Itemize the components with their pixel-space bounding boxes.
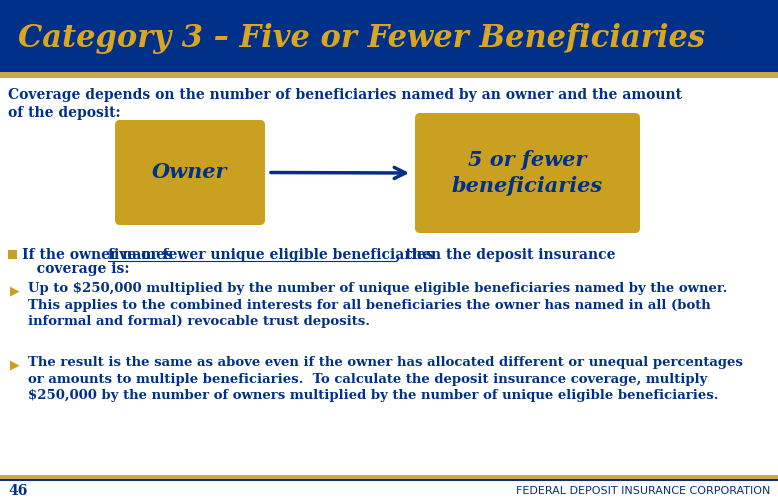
Text: Up to $250,000 multiplied by the number of unique eligible beneficiaries named b: Up to $250,000 multiplied by the number …: [28, 282, 727, 328]
FancyBboxPatch shape: [115, 120, 265, 225]
Text: ▶: ▶: [10, 358, 19, 371]
Text: , then the deposit insurance: , then the deposit insurance: [396, 248, 615, 262]
Bar: [0, 72, 778, 78]
Text: If the owner names: If the owner names: [22, 248, 177, 262]
FancyBboxPatch shape: [415, 113, 640, 233]
Text: Owner: Owner: [152, 162, 228, 182]
Text: 5 or fewer
beneficiaries: 5 or fewer beneficiaries: [452, 150, 603, 196]
Text: coverage is:: coverage is:: [22, 262, 129, 276]
Text: FEDERAL DEPOSIT INSURANCE CORPORATION: FEDERAL DEPOSIT INSURANCE CORPORATION: [516, 486, 770, 496]
Bar: [0, 475, 778, 479]
Text: The result is the same as above even if the owner has allocated different or une: The result is the same as above even if …: [28, 356, 743, 402]
Text: Coverage depends on the number of beneficiaries named by an owner and the amount: Coverage depends on the number of benefi…: [8, 88, 682, 120]
Text: ▶: ▶: [10, 284, 19, 297]
Text: Category 3 – Five or Fewer Beneficiaries: Category 3 – Five or Fewer Beneficiaries: [18, 23, 705, 53]
Text: five or fewer unique eligible beneficiaries: five or fewer unique eligible beneficiar…: [108, 248, 433, 262]
FancyArrowPatch shape: [271, 167, 405, 178]
Bar: [0, 479, 778, 481]
Text: 46: 46: [8, 484, 27, 498]
Bar: [0, 0, 778, 72]
Bar: [8, 250, 17, 259]
